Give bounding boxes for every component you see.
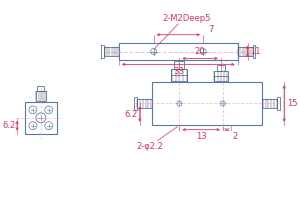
- Bar: [262, 99, 277, 108]
- Text: 33: 33: [173, 67, 184, 76]
- Bar: [38, 86, 44, 91]
- Bar: [217, 65, 225, 71]
- Text: 6.2: 6.2: [124, 110, 138, 119]
- Bar: [101, 45, 104, 58]
- Bar: [174, 61, 184, 69]
- Text: 6.2: 6.2: [2, 121, 15, 130]
- Text: 2-φ2.2: 2-φ2.2: [136, 142, 163, 151]
- Text: 13: 13: [196, 132, 206, 141]
- Text: 2: 2: [232, 132, 237, 141]
- Bar: [36, 91, 46, 101]
- Bar: [214, 71, 228, 81]
- Text: 20: 20: [195, 47, 205, 56]
- Bar: [171, 69, 187, 81]
- Text: 11: 11: [250, 47, 261, 56]
- Bar: [238, 47, 253, 56]
- Bar: [137, 99, 152, 108]
- Bar: [134, 97, 137, 110]
- Text: 15: 15: [287, 99, 298, 108]
- Bar: [253, 45, 256, 58]
- Bar: [277, 97, 280, 110]
- Text: 7: 7: [208, 25, 214, 34]
- Bar: [119, 43, 238, 60]
- Bar: [214, 76, 228, 82]
- Bar: [104, 47, 119, 56]
- Bar: [152, 82, 262, 125]
- Text: 2-M2Deep5: 2-M2Deep5: [162, 14, 210, 23]
- Bar: [25, 102, 57, 134]
- Bar: [171, 75, 187, 82]
